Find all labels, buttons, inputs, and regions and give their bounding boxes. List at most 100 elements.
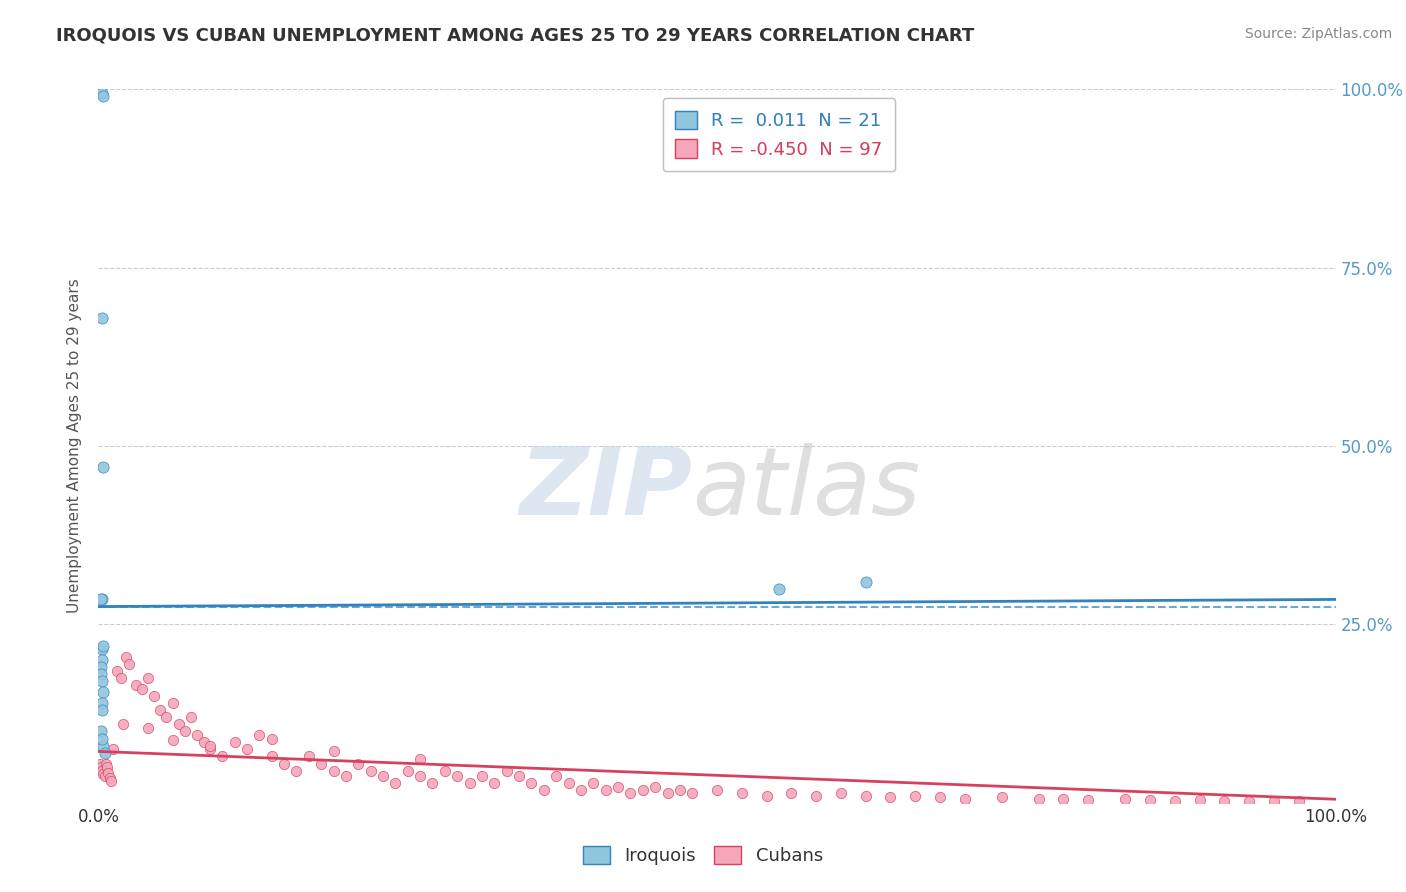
Point bbox=[124, 678, 146, 692]
Point bbox=[371, 769, 394, 783]
Point bbox=[657, 786, 679, 800]
Point bbox=[471, 769, 494, 783]
Legend: R =  0.011  N = 21, R = -0.450  N = 97: R = 0.011 N = 21, R = -0.450 N = 97 bbox=[662, 98, 896, 171]
Point bbox=[360, 764, 382, 778]
Point bbox=[422, 776, 444, 790]
Point bbox=[1114, 791, 1136, 805]
Point bbox=[100, 774, 122, 789]
Point bbox=[582, 776, 605, 790]
Point bbox=[569, 783, 592, 797]
Point bbox=[928, 790, 950, 805]
Point bbox=[631, 783, 654, 797]
Point bbox=[904, 789, 927, 803]
Point bbox=[110, 671, 132, 685]
Point bbox=[495, 764, 517, 778]
Point bbox=[136, 671, 159, 685]
Point bbox=[755, 789, 778, 803]
Point bbox=[1263, 794, 1285, 808]
Point bbox=[198, 739, 221, 753]
Point bbox=[298, 749, 321, 764]
Point bbox=[93, 739, 115, 753]
Point bbox=[91, 642, 114, 657]
Point bbox=[149, 703, 172, 717]
Point bbox=[224, 735, 246, 749]
Point bbox=[335, 769, 357, 783]
Point bbox=[162, 733, 184, 747]
Text: atlas: atlas bbox=[692, 443, 921, 534]
Point bbox=[669, 783, 692, 797]
Point bbox=[322, 744, 344, 758]
Point bbox=[186, 728, 208, 742]
Point bbox=[91, 696, 114, 710]
Point bbox=[211, 749, 233, 764]
Point bbox=[93, 460, 115, 475]
Text: ZIP: ZIP bbox=[519, 442, 692, 535]
Point bbox=[105, 664, 128, 678]
Point bbox=[855, 574, 877, 589]
Point bbox=[193, 735, 215, 749]
Point bbox=[508, 769, 530, 783]
Point bbox=[155, 710, 177, 724]
Point bbox=[990, 790, 1012, 805]
Point bbox=[309, 756, 332, 771]
Point bbox=[143, 689, 166, 703]
Point bbox=[136, 721, 159, 735]
Point bbox=[1188, 793, 1211, 807]
Point bbox=[247, 728, 270, 742]
Point bbox=[619, 786, 641, 800]
Point bbox=[91, 592, 114, 607]
Point bbox=[91, 310, 114, 325]
Point bbox=[131, 681, 153, 696]
Point bbox=[180, 710, 202, 724]
Point bbox=[1028, 791, 1050, 805]
Point bbox=[260, 749, 283, 764]
Point bbox=[1213, 794, 1236, 808]
Point bbox=[384, 776, 406, 790]
Point bbox=[91, 731, 114, 746]
Point bbox=[90, 660, 112, 674]
Point bbox=[91, 764, 114, 778]
Point bbox=[1052, 792, 1074, 806]
Point bbox=[347, 756, 370, 771]
Point bbox=[103, 742, 125, 756]
Point bbox=[174, 724, 197, 739]
Point bbox=[731, 786, 754, 800]
Point bbox=[322, 764, 344, 778]
Point bbox=[768, 582, 790, 596]
Point bbox=[533, 783, 555, 797]
Point bbox=[91, 86, 114, 100]
Point bbox=[855, 789, 877, 803]
Point bbox=[879, 790, 901, 805]
Point bbox=[90, 724, 112, 739]
Point bbox=[1139, 793, 1161, 807]
Point bbox=[446, 769, 468, 783]
Y-axis label: Unemployment Among Ages 25 to 29 years: Unemployment Among Ages 25 to 29 years bbox=[67, 278, 83, 614]
Point bbox=[595, 783, 617, 797]
Point bbox=[93, 746, 115, 760]
Point bbox=[433, 764, 456, 778]
Legend: Iroquois, Cubans: Iroquois, Cubans bbox=[574, 837, 832, 874]
Point bbox=[830, 786, 852, 800]
Point bbox=[953, 791, 976, 805]
Point bbox=[96, 760, 118, 774]
Point bbox=[91, 674, 114, 689]
Point bbox=[804, 789, 827, 803]
Point bbox=[546, 769, 568, 783]
Point bbox=[409, 751, 432, 765]
Point bbox=[260, 731, 283, 746]
Point bbox=[607, 780, 630, 794]
Point bbox=[780, 786, 803, 800]
Point bbox=[112, 717, 135, 731]
Point bbox=[90, 760, 112, 774]
Point bbox=[198, 742, 221, 756]
Point bbox=[1237, 794, 1260, 808]
Point bbox=[557, 776, 579, 790]
Point bbox=[90, 592, 112, 607]
Point bbox=[93, 639, 115, 653]
Point bbox=[681, 786, 703, 800]
Point bbox=[94, 756, 117, 771]
Point bbox=[162, 696, 184, 710]
Point bbox=[89, 756, 111, 771]
Point bbox=[285, 764, 308, 778]
Point bbox=[1288, 794, 1310, 808]
